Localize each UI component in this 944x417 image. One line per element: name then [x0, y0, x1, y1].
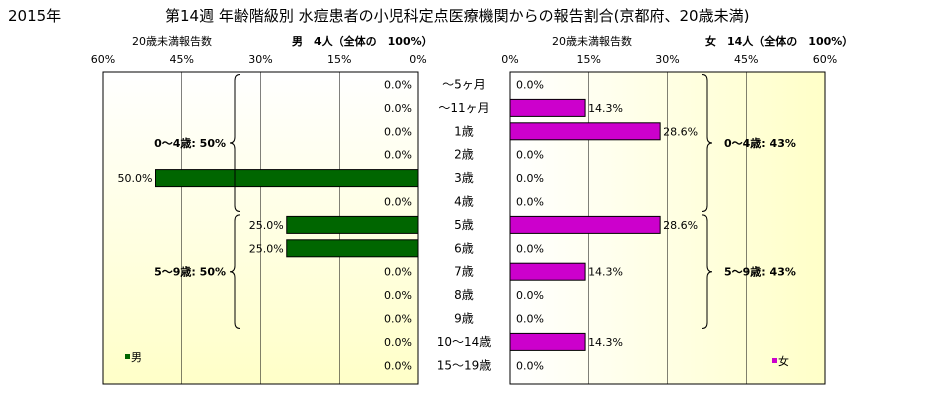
tick-label-left: 0%: [409, 53, 426, 66]
tick-label-left: 45%: [170, 53, 194, 66]
bars: [155, 98, 661, 351]
value-label-male: 25.0%: [249, 242, 284, 255]
bar-female: [509, 262, 586, 281]
tick-label-left: 30%: [248, 53, 272, 66]
value-label-male: 0.0%: [384, 289, 412, 302]
legend-swatch-female: [772, 358, 777, 363]
legend-label-male: 男: [131, 351, 142, 364]
value-label-female: 14.3%: [588, 266, 623, 279]
value-label-female: 0.0%: [516, 313, 544, 326]
value-label-male: 0.0%: [384, 266, 412, 279]
bracket-label-female: 5～9歳: 43%: [724, 265, 796, 279]
bar-male: [286, 239, 419, 258]
value-label-male: 0.0%: [384, 102, 412, 115]
value-label-female: 0.0%: [516, 149, 544, 162]
category-label: 15～19歳: [437, 358, 492, 372]
bar-male: [286, 215, 419, 234]
value-label-female: 28.6%: [663, 219, 698, 232]
brace-right: [701, 214, 713, 329]
category-label: 10～14歳: [437, 335, 492, 349]
tick-label-left: 15%: [327, 53, 351, 66]
chart-year: 2015年: [8, 7, 61, 25]
female-summary: 女 14人（全体の 100%）: [705, 34, 853, 48]
value-label-male: 0.0%: [384, 149, 412, 162]
category-labels: ～5ヶ月 ～11ヶ月 1歳 2歳 3歳 4歳 5歳 6歳 7歳 8歳 9歳 10～14歳 15～19歳: [437, 78, 492, 373]
brace-right: [701, 74, 713, 212]
legend-swatch-male: [125, 354, 130, 359]
value-label-female: 0.0%: [516, 359, 544, 372]
value-label-female: 0.0%: [516, 242, 544, 255]
value-label-female: 0.0%: [516, 79, 544, 92]
chart-title: 第14週 年齢階級別 水痘患者の小児科定点医療機関からの報告割合(京都府、20歳…: [165, 7, 749, 25]
category-label: 8歳: [454, 288, 474, 302]
brackets: 0～4歳: 50% 5～9歳: 50% 0～4歳: 43% 5～9歳: 43%: [154, 74, 796, 329]
category-label: 3歳: [454, 171, 474, 185]
value-label-male: 0.0%: [384, 196, 412, 209]
value-label-male: 25.0%: [249, 219, 284, 232]
category-label: 5歳: [454, 218, 474, 232]
value-label-male: 0.0%: [384, 313, 412, 326]
bar-male: [155, 169, 419, 188]
value-label-female: 0.0%: [516, 289, 544, 302]
category-label: 1歳: [454, 124, 474, 138]
legend: 男女: [125, 351, 789, 368]
category-label: 2歳: [454, 148, 474, 162]
bar-female: [509, 332, 586, 351]
bar-female: [509, 122, 661, 141]
male-summary: 男 4人（全体の 100%）: [292, 34, 433, 48]
tick-label-right: 15%: [577, 53, 601, 66]
value-label-male: 0.0%: [384, 125, 412, 138]
category-label: 7歳: [454, 265, 474, 279]
value-label-female: 0.0%: [516, 196, 544, 209]
value-label-female: 0.0%: [516, 172, 544, 185]
value-label-male: 50.0%: [118, 172, 153, 185]
category-label: 4歳: [454, 195, 474, 209]
bracket-label-male: 5～9歳: 50%: [154, 265, 226, 279]
category-label: ～5ヶ月: [442, 78, 486, 92]
tick-label-right: 0%: [501, 53, 518, 66]
value-label-female: 14.3%: [588, 102, 623, 115]
value-label-male: 0.0%: [384, 336, 412, 349]
brace-left: [229, 214, 241, 329]
value-label-male: 0.0%: [384, 79, 412, 92]
left-axis-label: 20歳未満報告数: [132, 35, 212, 48]
tick-labels: 0% 0% 15% 15% 30% 30% 45% 45% 60% 60%: [91, 53, 837, 66]
legend-label-female: 女: [778, 354, 789, 368]
value-label-female: 14.3%: [588, 336, 623, 349]
bracket-label-female: 0～4歳: 43%: [724, 136, 796, 150]
category-label: 9歳: [454, 312, 474, 326]
bracket-label-male: 0～4歳: 50%: [154, 136, 226, 150]
bar-female: [509, 98, 586, 117]
tick-label-right: 45%: [734, 53, 758, 66]
brace-left: [229, 74, 241, 212]
value-label-male: 0.0%: [384, 359, 412, 372]
value-label-female: 28.6%: [663, 125, 698, 138]
category-label: 6歳: [454, 241, 474, 255]
tick-label-left: 60%: [91, 53, 115, 66]
tick-label-right: 60%: [813, 53, 837, 66]
category-label: ～11ヶ月: [438, 101, 489, 115]
tick-label-right: 30%: [655, 53, 679, 66]
right-axis-label: 20歳未満報告数: [552, 35, 632, 48]
value-labels: 0.0% 0.0% 0.0% 0.0% 50.0% 0.0% 25.0% 25.0% 0.0% 0…: [118, 79, 699, 373]
bar-female: [509, 215, 661, 234]
